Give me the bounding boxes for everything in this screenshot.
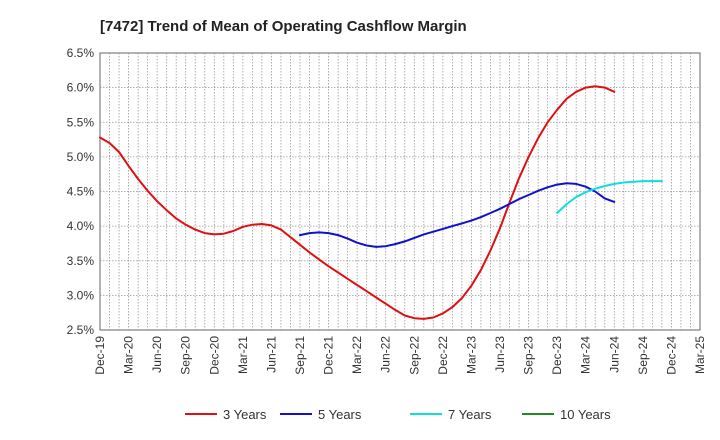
y-tick-label: 4.0% [67,219,95,233]
x-axis-ticks: Dec-19 Mar-20 Jun-20 Sep-20 Dec-20 Mar-21 Jun-… [93,336,707,375]
y-tick-label: 5.5% [67,115,95,129]
plot-area: 6.5% 6.0% 5.5% 5.0% 4.5% 4.0% 3.5% 3.0% 2.5% Dec… [67,46,707,375]
x-tick-label: Jun-21 [264,336,278,373]
x-tick-label: Dec-22 [436,336,450,375]
x-tick-label: Dec-20 [207,336,221,375]
y-tick-label: 4.5% [67,185,95,199]
legend-label: 5 Years [318,407,362,422]
series-lines [99,85,663,320]
x-tick-label: Mar-23 [464,336,478,374]
legend-label: 7 Years [448,407,492,422]
x-tick-label: Dec-23 [550,336,564,375]
x-tick-label: Dec-19 [93,336,107,375]
x-tick-label: Jun-22 [379,336,393,373]
legend: 3 Years 5 Years 7 Years 10 Years [185,407,611,422]
x-tick-label: Mar-22 [350,336,364,374]
x-tick-label: Sep-21 [293,336,307,375]
x-tick-label: Mar-24 [579,336,593,374]
x-tick-label: Mar-21 [236,336,250,374]
x-tick-label: Dec-21 [322,336,336,375]
x-tick-label: Mar-25 [693,336,707,374]
series-line-5-years [299,182,616,248]
x-tick-label: Jun-20 [150,336,164,373]
series-line-7-years [556,180,663,214]
x-tick-label: Dec-24 [664,336,678,375]
x-tick-label: Mar-20 [122,336,136,374]
chart-title: [7472] Trend of Mean of Operating Cashfl… [100,18,467,35]
y-tick-label: 2.5% [67,323,95,337]
y-tick-label: 3.5% [67,254,95,268]
x-tick-label: Sep-23 [522,336,536,375]
y-tick-label: 5.0% [67,150,95,164]
y-axis-ticks: 6.5% 6.0% 5.5% 5.0% 4.5% 4.0% 3.5% 3.0% 2.5% [67,46,95,337]
series-line-3-years [99,85,616,320]
y-tick-label: 6.0% [67,81,95,95]
x-tick-label: Jun-24 [607,336,621,373]
x-tick-label: Sep-24 [636,336,650,375]
x-tick-label: Sep-20 [179,336,193,375]
y-tick-label: 6.5% [67,46,95,60]
legend-label: 3 Years [223,407,267,422]
x-tick-label: Sep-22 [407,336,421,375]
x-tick-label: Jun-23 [493,336,507,373]
y-tick-label: 3.0% [67,288,95,302]
legend-label: 10 Years [560,407,611,422]
